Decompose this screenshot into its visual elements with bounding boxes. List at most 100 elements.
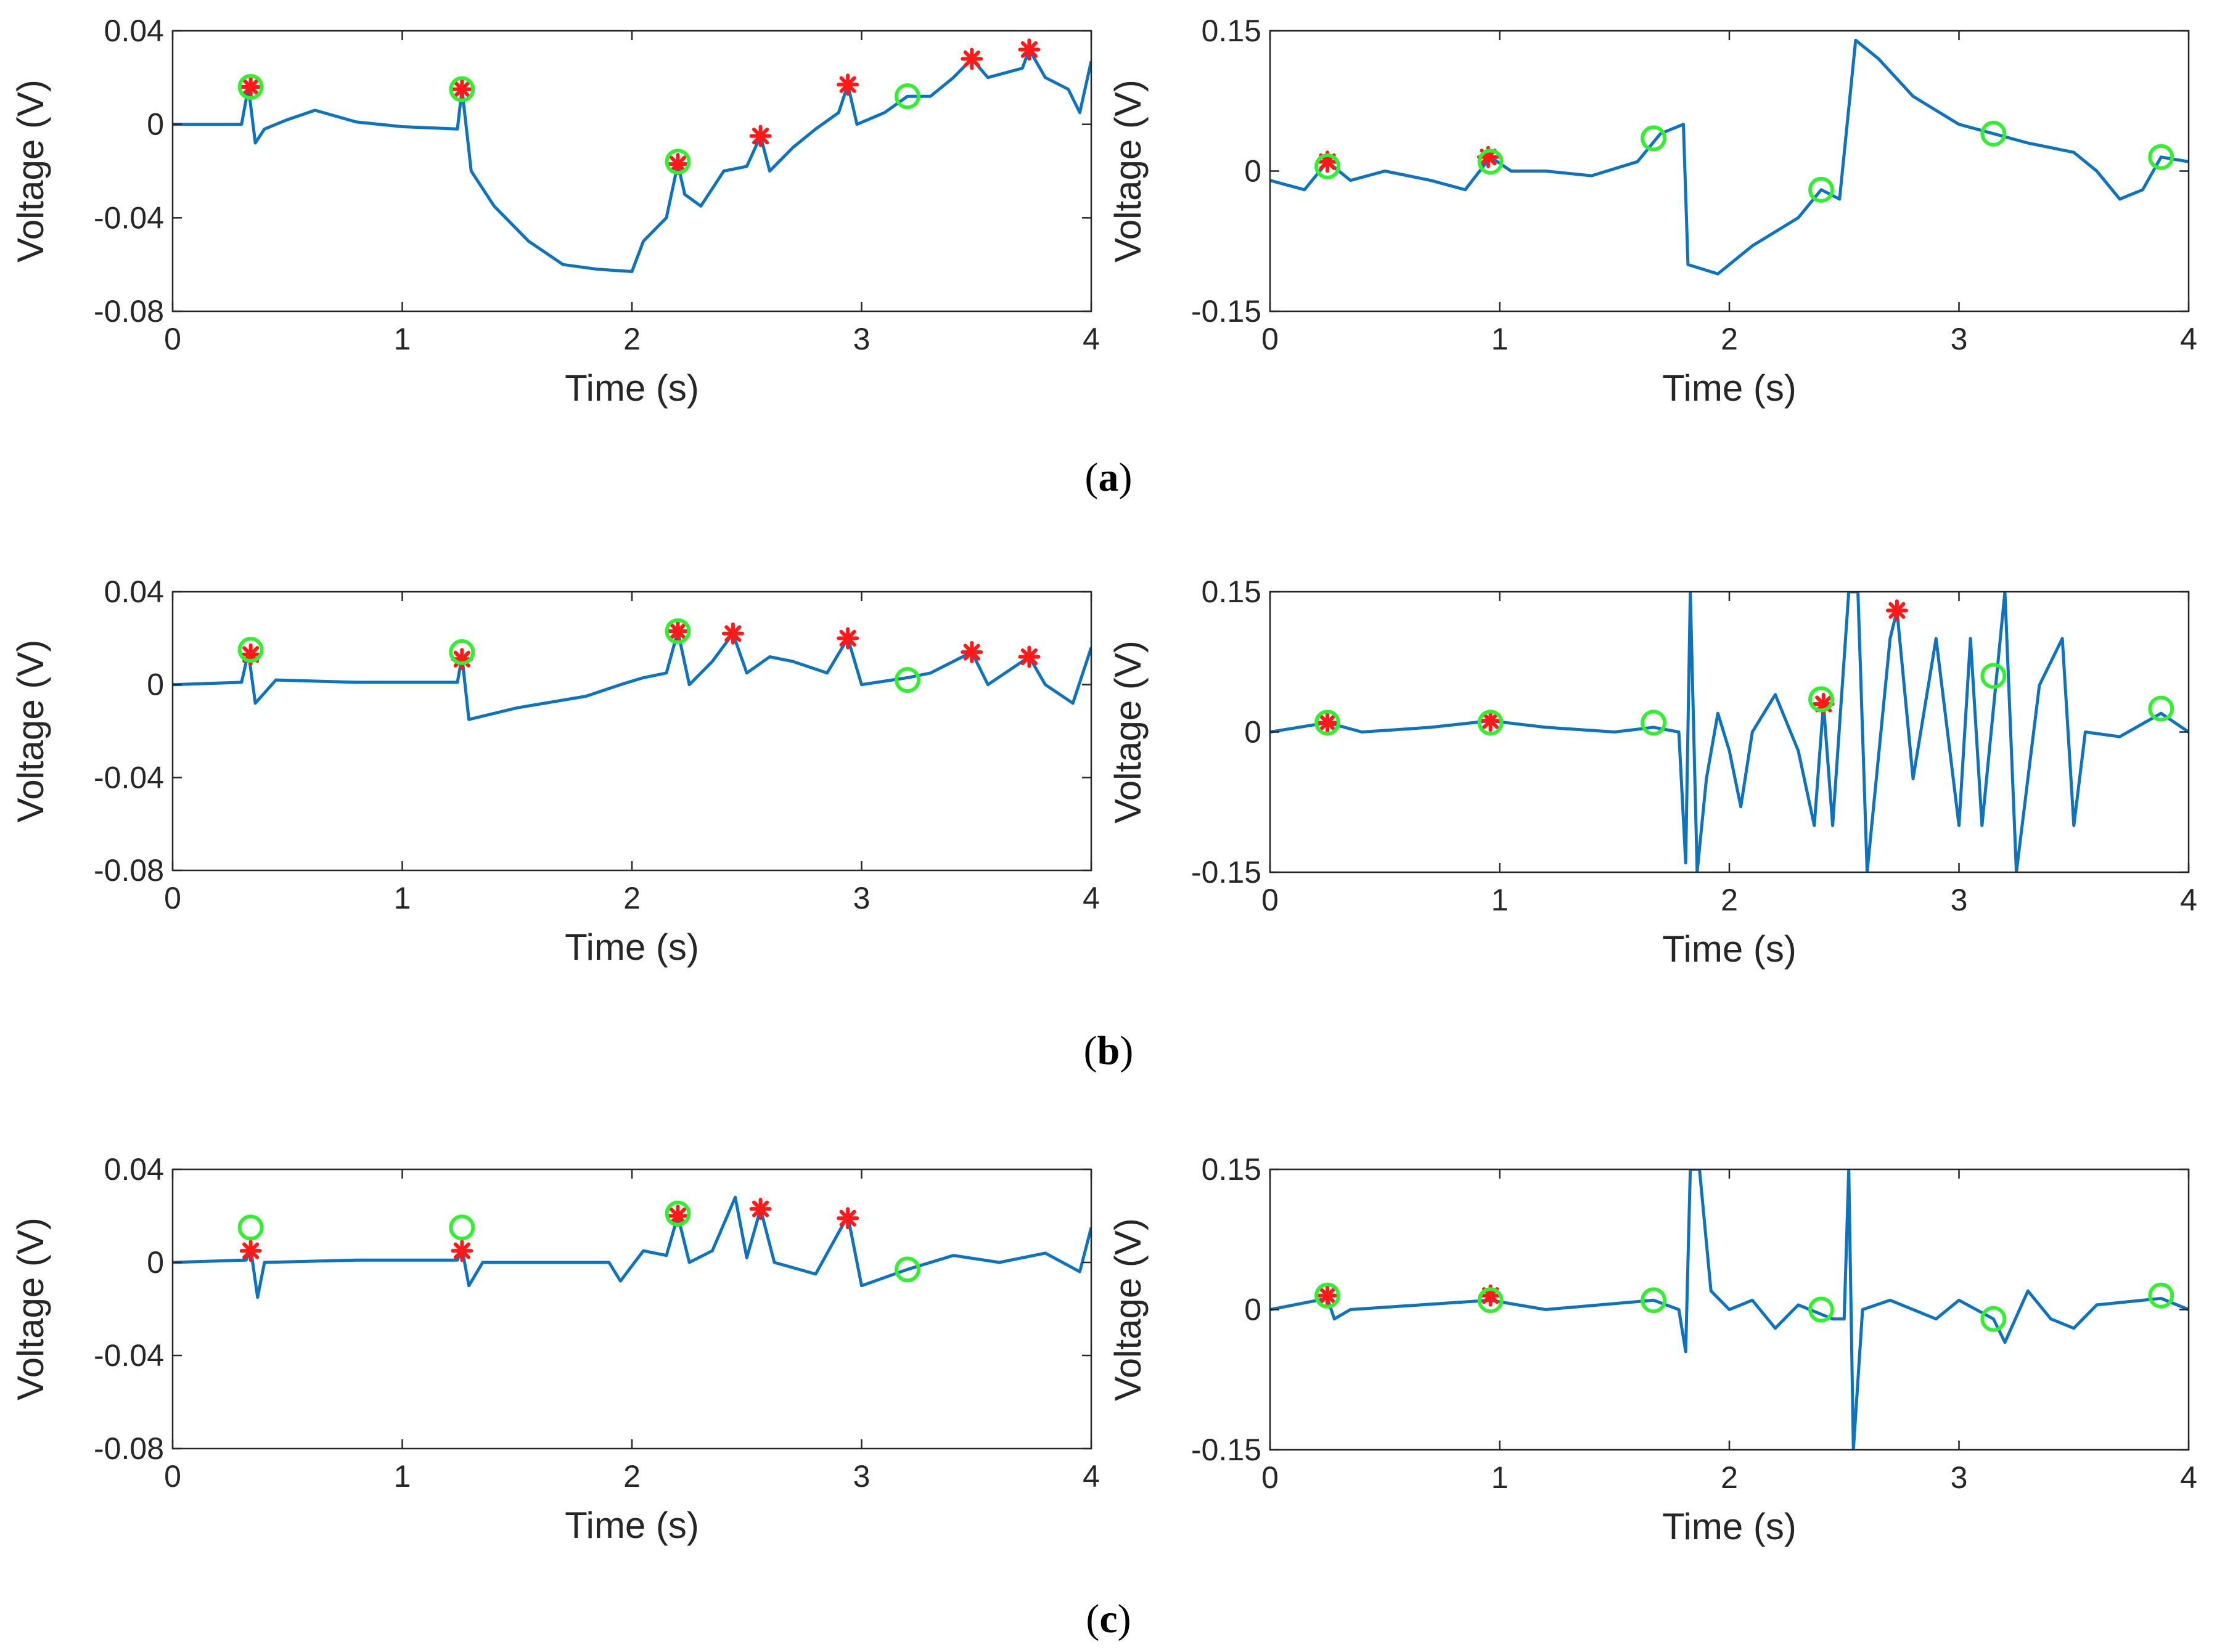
red-star-stroke <box>752 128 769 145</box>
x-tick-label: 4 <box>2180 322 2197 356</box>
red-star-stroke <box>669 155 687 173</box>
y-tick-label: -0.04 <box>94 1338 164 1373</box>
signal-line <box>173 629 1091 721</box>
x-tick-label: 2 <box>623 322 641 356</box>
green-circle-marker <box>2148 695 2174 722</box>
green-circle-marker <box>1980 663 2007 689</box>
green-circle-marker <box>665 618 691 645</box>
green-circle-marker <box>1314 709 1341 736</box>
green-circle-marker <box>1477 149 1504 175</box>
y-tick-label: 0.15 <box>1202 14 1261 48</box>
x-axis-label: Time (s) <box>1662 928 1797 970</box>
x-axis-label: Time (s) <box>1662 1506 1797 1547</box>
x-tick-label: 4 <box>2180 1460 2197 1495</box>
red-star-stroke <box>1481 712 1499 729</box>
red-star-stroke <box>1020 648 1038 666</box>
y-tick-label: -0.08 <box>94 853 164 888</box>
y-tick-label: -0.04 <box>94 760 164 795</box>
x-tick-label: 2 <box>1721 883 1738 917</box>
green-circle-marker <box>1808 1296 1834 1323</box>
green-circle-marker <box>1980 1306 2007 1332</box>
red-star-stroke <box>242 1242 260 1259</box>
x-tick-label: 1 <box>394 322 411 356</box>
axes-box <box>171 591 1092 872</box>
red-star-marker <box>749 1198 772 1221</box>
x-tick-label: 4 <box>1083 881 1100 915</box>
red-star-marker <box>837 627 859 650</box>
x-axis-label: Time (s) <box>565 926 699 968</box>
y-axis-label: Voltage (V) <box>1107 640 1149 824</box>
green-circle-marker <box>1641 1287 1667 1314</box>
chart-a-left: 0 1 2 3 4 -0.08 -0.04 0 0.04 Time (s) Voltage (V) <box>10 14 1100 409</box>
charts-group: 0 1 2 3 4 -0.08 -0.04 0 0.04 Time (s) Voltage (V) 0… <box>10 14 2197 1547</box>
red-star-stroke <box>752 1200 769 1217</box>
green-circle-marker <box>449 1214 475 1241</box>
red-star-marker <box>837 1207 859 1230</box>
y-tick-label: 0 <box>147 107 164 142</box>
y-tick-label: 0 <box>1244 154 1261 189</box>
red-star-stroke <box>453 1242 470 1259</box>
red-star-marker <box>837 73 859 96</box>
axes-box <box>1269 591 2190 873</box>
red-star-marker <box>666 1204 689 1227</box>
x-axis-label: Time (s) <box>565 1505 699 1546</box>
axes-box <box>171 1168 1092 1450</box>
y-axis-label: Voltage (V) <box>1107 80 1149 263</box>
red-star-marker <box>721 622 744 645</box>
red-star-marker <box>1885 599 1908 622</box>
green-circle-marker <box>1808 176 1834 203</box>
chart-c-left: 0 1 2 3 4 -0.08 -0.04 0 0.04 Time (s) Voltage (V) <box>10 1152 1100 1546</box>
red-star-marker <box>961 47 983 70</box>
y-tick-label: 0.04 <box>104 1152 164 1187</box>
green-circle-marker <box>1980 120 2007 147</box>
x-tick-label: 1 <box>1491 1460 1509 1495</box>
x-tick-label: 0 <box>1261 322 1279 356</box>
red-star-marker <box>239 1240 262 1262</box>
green-circle-marker <box>895 1256 920 1283</box>
green-circle-marker <box>449 76 475 102</box>
red-star-stroke <box>1888 602 1906 619</box>
signal-line <box>1270 38 2189 276</box>
green-circle-marker <box>1477 709 1504 736</box>
green-circle-marker <box>665 1200 691 1227</box>
signal-line <box>173 1195 1091 1299</box>
y-axis-label: Voltage (V) <box>1107 1218 1149 1401</box>
y-tick-label: 0 <box>1244 715 1261 750</box>
x-tick-label: 3 <box>1951 1460 1968 1495</box>
panel-label-a: (a) <box>1085 455 1133 500</box>
y-tick-label: -0.15 <box>1191 855 1261 889</box>
x-tick-label: 1 <box>394 1459 411 1494</box>
x-tick-label: 0 <box>164 1459 181 1494</box>
x-tick-label: 0 <box>1261 1460 1279 1495</box>
green-circle-marker <box>237 637 264 663</box>
x-tick-label: 4 <box>1083 1459 1100 1494</box>
green-circle-marker <box>1641 709 1667 736</box>
red-star-marker <box>239 76 262 98</box>
x-tick-label: 3 <box>853 881 871 915</box>
x-tick-label: 1 <box>1491 322 1509 356</box>
red-star-stroke <box>453 81 470 98</box>
red-star-marker <box>666 620 689 643</box>
red-star-stroke <box>839 76 856 93</box>
y-tick-label: 0.04 <box>104 14 164 48</box>
green-circle-marker <box>895 83 920 110</box>
x-tick-label: 0 <box>1261 883 1279 917</box>
signal-line <box>1270 592 2189 872</box>
red-star-marker <box>1316 711 1339 734</box>
green-circle-marker <box>1314 153 1341 179</box>
green-circle-marker <box>2148 144 2174 170</box>
red-star-marker <box>451 1240 473 1262</box>
x-tick-label: 3 <box>1951 883 1968 917</box>
red-star-marker <box>1316 1284 1339 1307</box>
y-tick-label: 0 <box>1244 1293 1261 1327</box>
red-star-marker <box>1018 645 1041 668</box>
y-tick-label: 0.15 <box>1202 575 1261 609</box>
red-star-stroke <box>1319 714 1336 731</box>
green-circle-marker <box>237 1214 264 1241</box>
y-tick-label: -0.04 <box>94 200 164 235</box>
y-tick-label: -0.15 <box>1191 294 1261 329</box>
